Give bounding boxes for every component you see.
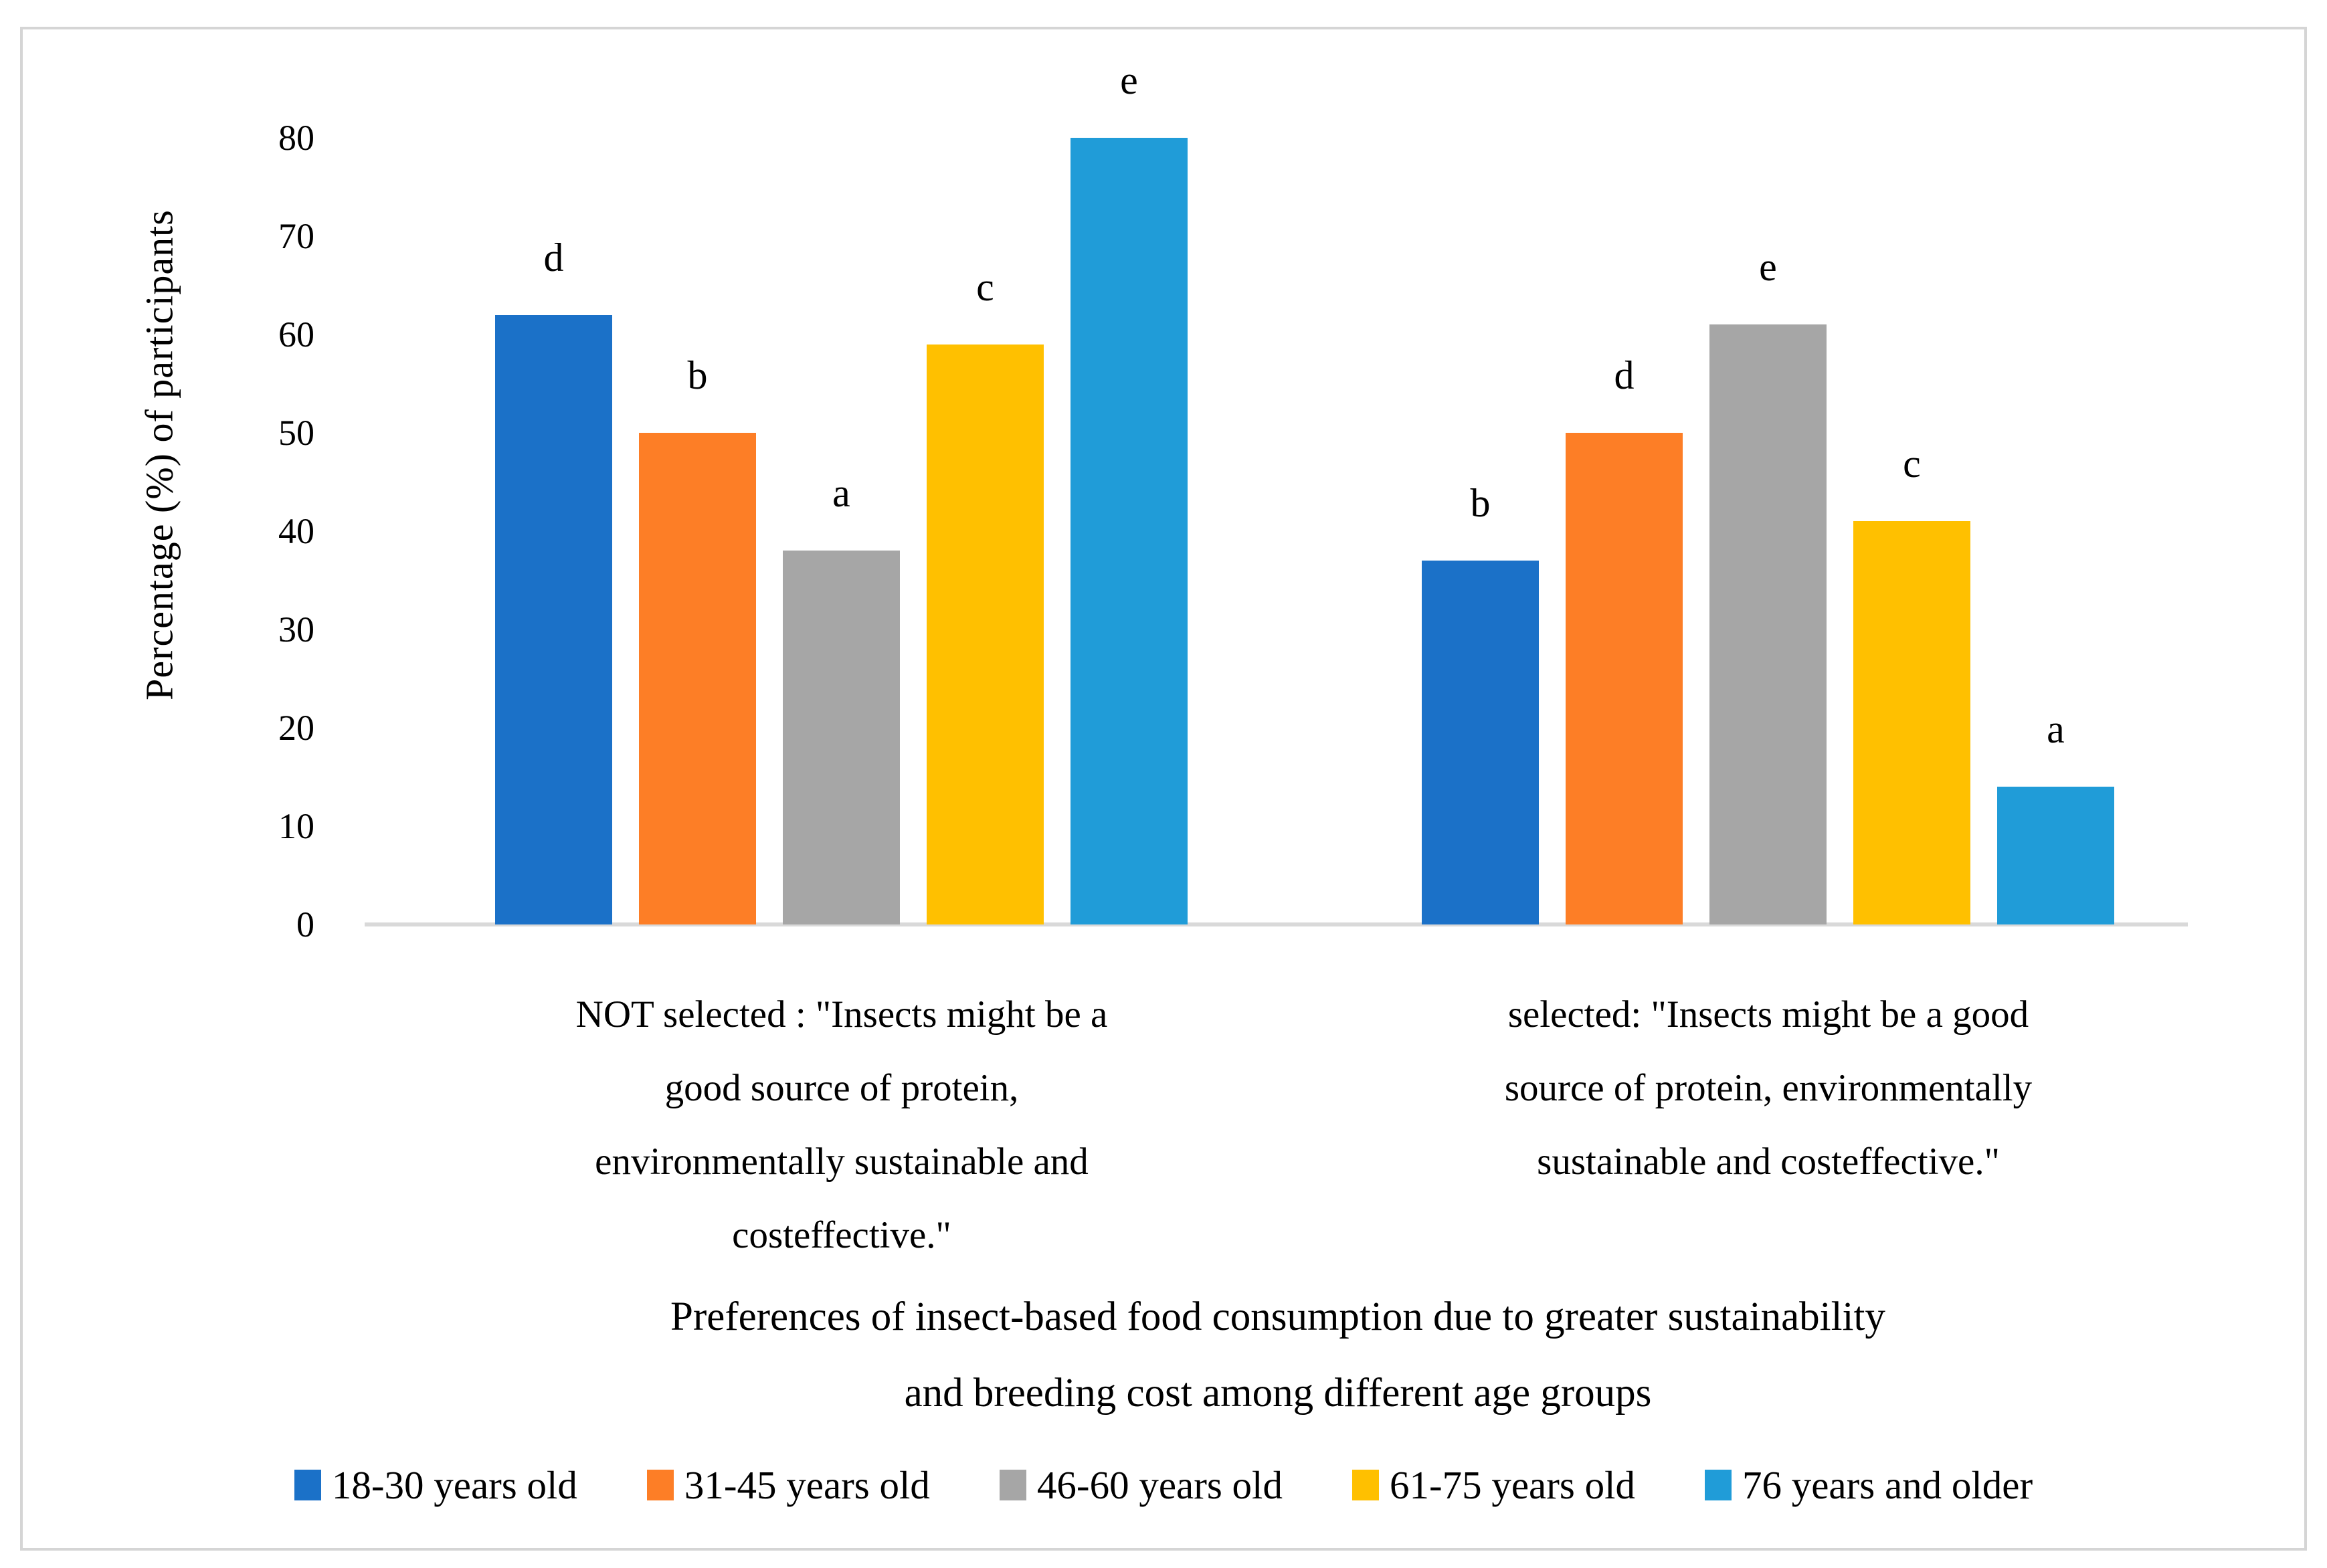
legend-swatch xyxy=(999,1470,1026,1500)
category-label: NOT selected : "Insects might be a good s… xyxy=(449,978,1235,1272)
y-tick-label: 70 xyxy=(278,216,314,256)
bar-46-60-group1 xyxy=(783,551,900,924)
bar-value-letter: d xyxy=(1614,353,1635,397)
legend-item: 31-45 years old xyxy=(646,1462,930,1508)
category-label-line: source of protein, environmentally xyxy=(1504,1067,2033,1109)
legend-label: 61-75 years old xyxy=(1389,1462,1635,1507)
bar-value-letter: d xyxy=(543,235,564,280)
y-tick-label: 30 xyxy=(278,609,314,650)
bar-value-letter: b xyxy=(1470,481,1491,526)
y-tick-label: 20 xyxy=(278,708,314,748)
legend-label: 76 years and older xyxy=(1742,1462,2033,1507)
axis-title-line: Preferences of insect-based food consump… xyxy=(670,1294,1885,1339)
bar-31-45-group1 xyxy=(639,433,756,924)
bar-value-letter: a xyxy=(832,471,850,516)
legend-item: 61-75 years old xyxy=(1352,1462,1635,1508)
bar-61-75-group1 xyxy=(927,344,1044,924)
category-label-line: costeffective." xyxy=(732,1214,951,1256)
bar-76-group2 xyxy=(1997,787,2114,924)
bar-46-60-group2 xyxy=(1709,324,1827,924)
legend-label: 18-30 years old xyxy=(331,1462,577,1507)
category-label-line: environmentally sustainable and xyxy=(595,1141,1089,1183)
y-tick-label: 50 xyxy=(278,413,314,453)
legend: 18-30 years old 31-45 years old 46-60 year… xyxy=(40,1453,2287,1517)
category-label: selected: "Insects might be a good source… xyxy=(1376,978,2162,1199)
category-label-line: selected: "Insects might be a good xyxy=(1507,993,2029,1036)
y-tick-label: 80 xyxy=(278,118,314,158)
legend-label: 46-60 years old xyxy=(1036,1462,1283,1507)
legend-swatch xyxy=(646,1470,674,1500)
y-tick-label: 0 xyxy=(296,904,314,945)
legend-swatch xyxy=(1352,1470,1379,1500)
y-tick-label: 60 xyxy=(278,314,314,355)
bar-76-group1 xyxy=(1071,138,1188,924)
bar-value-letter: c xyxy=(976,264,994,309)
legend-label: 31-45 years old xyxy=(684,1462,930,1507)
bar-value-letter: e xyxy=(1759,245,1777,290)
bar-31-45-group2 xyxy=(1566,433,1683,924)
bar-value-letter: b xyxy=(687,353,708,397)
x-axis-line xyxy=(365,922,2188,926)
category-label-line: NOT selected : "Insects might be a xyxy=(575,993,1108,1036)
category-label-line: sustainable and costeffective." xyxy=(1537,1141,2000,1183)
bar-value-letter: a xyxy=(2047,707,2065,752)
legend-swatch xyxy=(294,1470,321,1500)
chart-border xyxy=(20,27,2307,1551)
category-label-line: good source of protein, xyxy=(664,1067,1019,1109)
y-tick-label: 40 xyxy=(278,511,314,551)
bar-61-75-group2 xyxy=(1853,521,1970,924)
legend-item: 46-60 years old xyxy=(999,1462,1283,1508)
bar-18-30-group2 xyxy=(1422,561,1539,924)
bar-value-letter: c xyxy=(1903,442,1921,486)
legend-item: 76 years and older xyxy=(1704,1462,2033,1508)
x-axis-title: Preferences of insect-based food consump… xyxy=(368,1279,2188,1432)
bar-18-30-group1 xyxy=(495,314,612,924)
y-tick-label: 10 xyxy=(278,806,314,846)
legend-swatch xyxy=(1704,1470,1732,1500)
axis-title-line: and breeding cost among different age gr… xyxy=(904,1371,1652,1415)
bar-value-letter: e xyxy=(1120,58,1138,102)
legend-item: 18-30 years old xyxy=(294,1462,577,1508)
